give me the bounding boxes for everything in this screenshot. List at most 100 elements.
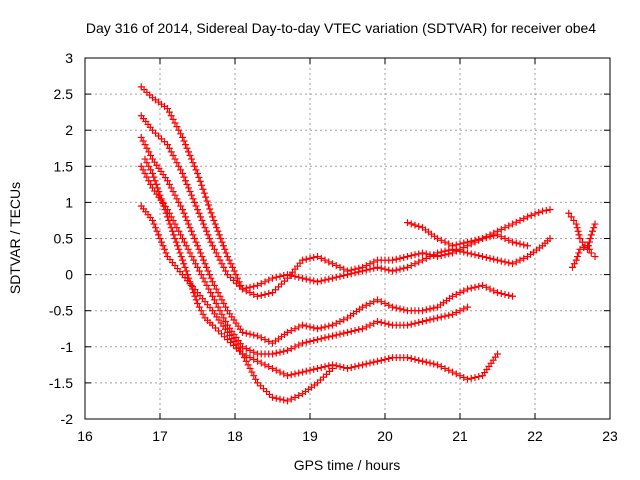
data-point xyxy=(374,357,381,365)
data-point xyxy=(329,260,336,268)
data-point xyxy=(385,301,393,309)
data-point xyxy=(299,368,306,376)
data-point xyxy=(336,363,344,371)
data-point xyxy=(177,202,185,210)
data-point xyxy=(479,281,486,289)
data-point xyxy=(505,222,513,230)
data-point xyxy=(141,141,149,149)
data-point xyxy=(143,173,151,181)
data-point xyxy=(206,205,214,213)
data-point xyxy=(576,245,584,253)
data-point xyxy=(167,184,175,192)
data-point xyxy=(505,259,513,267)
data-point xyxy=(227,260,235,268)
data-point xyxy=(486,285,494,293)
data-point xyxy=(437,236,445,244)
data-point xyxy=(329,332,336,340)
data-point xyxy=(396,265,404,273)
data-point xyxy=(209,278,216,286)
data-point xyxy=(497,257,505,265)
y-tick-labels: -2 -1.5 -1 -0.5 0 0.5 1 1.5 2 2.5 3 xyxy=(49,50,73,427)
data-point xyxy=(366,359,374,367)
data-point xyxy=(351,327,359,335)
data-point xyxy=(195,267,203,275)
data-point xyxy=(475,252,483,260)
data-point xyxy=(177,130,185,138)
data-point xyxy=(198,181,206,189)
series-track-2 xyxy=(137,112,554,293)
data-point xyxy=(434,249,441,257)
data-point xyxy=(479,235,486,242)
data-point xyxy=(212,285,220,293)
data-point xyxy=(155,188,163,196)
data-point xyxy=(250,348,258,356)
data-point xyxy=(162,209,170,217)
data-point xyxy=(171,119,179,127)
data-point xyxy=(494,289,501,297)
data-point xyxy=(204,267,212,275)
data-point xyxy=(239,285,246,293)
y-axis-label: SDTVAR / TECUs xyxy=(7,182,23,294)
data-point xyxy=(188,227,195,235)
x-tick-label: 18 xyxy=(227,428,243,444)
data-point xyxy=(321,256,329,264)
data-point xyxy=(573,224,581,232)
data-point xyxy=(299,339,306,347)
data-point xyxy=(310,336,318,344)
data-point xyxy=(175,227,183,235)
data-point xyxy=(295,341,303,349)
data-point xyxy=(276,348,284,356)
data-point xyxy=(467,374,475,382)
data-point xyxy=(411,319,419,327)
data-point xyxy=(314,278,321,286)
data-point xyxy=(188,253,196,261)
data-point xyxy=(370,298,378,306)
data-point xyxy=(471,236,479,244)
data-point xyxy=(306,337,314,345)
data-point xyxy=(475,373,483,381)
data-point xyxy=(520,254,528,262)
series-track-3 xyxy=(137,133,516,347)
data-point xyxy=(254,332,261,340)
data-point xyxy=(188,155,195,163)
data-point xyxy=(214,303,222,311)
data-point xyxy=(201,224,209,232)
data-point xyxy=(167,224,175,232)
data-point xyxy=(449,242,456,250)
x-tick-label: 21 xyxy=(452,428,468,444)
data-point xyxy=(183,144,191,152)
data-point xyxy=(218,296,226,304)
data-point xyxy=(182,242,190,250)
data-point xyxy=(524,213,531,221)
data-point xyxy=(359,267,366,275)
data-point xyxy=(199,185,207,193)
data-point xyxy=(509,292,516,300)
x-tick-label: 17 xyxy=(152,428,168,444)
data-point xyxy=(295,369,303,377)
y-tick-label: 1 xyxy=(65,194,73,210)
data-point xyxy=(284,372,291,380)
data-point xyxy=(366,321,374,329)
data-point xyxy=(385,320,393,328)
data-point xyxy=(175,162,183,170)
data-point xyxy=(389,256,396,264)
data-point xyxy=(310,253,318,261)
data-point xyxy=(197,213,204,221)
data-point xyxy=(340,329,348,337)
data-point xyxy=(246,283,254,291)
data-point xyxy=(542,206,550,214)
data-point xyxy=(332,319,340,327)
data-point xyxy=(336,272,344,280)
data-point xyxy=(197,249,204,257)
data-point xyxy=(310,324,318,332)
data-point xyxy=(248,368,256,376)
data-point xyxy=(204,201,212,209)
data-point xyxy=(187,281,195,289)
data-point xyxy=(396,254,404,262)
data-point xyxy=(570,216,578,224)
data-point xyxy=(314,336,321,344)
data-point xyxy=(257,359,265,367)
data-point xyxy=(415,318,423,326)
data-point xyxy=(167,148,175,156)
data-point xyxy=(239,328,246,336)
